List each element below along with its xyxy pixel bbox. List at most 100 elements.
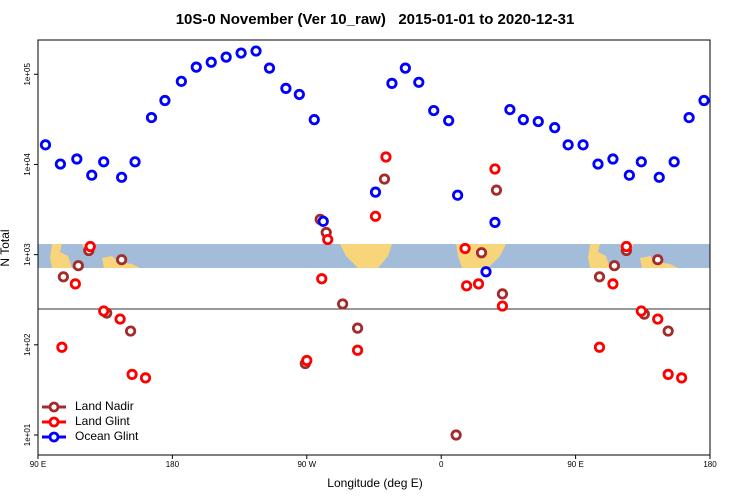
point	[98, 156, 110, 168]
point	[351, 322, 364, 334]
point	[235, 47, 247, 59]
point	[620, 240, 632, 253]
point	[496, 288, 509, 300]
point	[480, 266, 492, 278]
point	[57, 271, 69, 283]
x-tick-label: 180	[703, 460, 717, 469]
point	[317, 215, 329, 227]
y-tick-label: 1e+02	[23, 333, 32, 356]
point	[635, 156, 647, 168]
point	[504, 103, 516, 116]
point	[129, 156, 141, 168]
plot-frame	[37, 39, 711, 456]
point	[72, 260, 84, 272]
point	[124, 325, 137, 337]
point	[489, 216, 501, 228]
chart-title: 10S-0 November (Ver 10_raw) 2015-01-01 t…	[176, 11, 575, 28]
point	[250, 45, 262, 57]
point	[114, 313, 126, 325]
y-tick-label: 1e+04	[23, 153, 32, 176]
point	[369, 186, 382, 198]
point	[668, 156, 680, 168]
point	[71, 153, 83, 165]
point	[116, 254, 128, 266]
point	[593, 341, 606, 353]
point	[159, 94, 171, 107]
point	[459, 242, 471, 255]
x-tick-label: 90 W	[297, 460, 316, 469]
point	[301, 354, 313, 367]
point	[698, 94, 710, 107]
point	[293, 88, 305, 101]
x-tick-label: 0	[439, 460, 444, 469]
point	[86, 169, 98, 181]
point	[517, 114, 529, 126]
point	[378, 173, 391, 185]
point	[607, 278, 619, 290]
point	[316, 273, 328, 285]
point	[623, 169, 635, 181]
point	[56, 341, 68, 353]
legend-marker	[48, 401, 60, 413]
point	[592, 158, 604, 170]
point	[308, 114, 320, 126]
y-tick-label: 1e+03	[23, 243, 32, 266]
point	[351, 344, 364, 356]
point	[562, 139, 574, 151]
point	[676, 372, 688, 384]
point	[399, 62, 411, 74]
point	[263, 62, 276, 74]
point	[683, 111, 695, 124]
point	[460, 280, 473, 292]
point	[496, 300, 509, 312]
point	[145, 111, 158, 124]
point	[608, 260, 621, 272]
x-tick-label: 90 E	[567, 460, 583, 469]
y-axis-label: N Total	[0, 229, 12, 266]
point	[369, 210, 382, 222]
point	[220, 51, 232, 63]
point	[380, 151, 392, 163]
point	[190, 61, 202, 73]
y-tick-label: 1e+01	[23, 423, 32, 446]
point	[322, 233, 334, 246]
point	[662, 368, 674, 380]
legend-marker	[48, 416, 60, 428]
point	[98, 305, 110, 317]
y-tick-label: 1e+05	[23, 63, 32, 86]
point	[452, 189, 464, 201]
x-tick-label: 90 E	[30, 460, 46, 469]
point	[126, 368, 138, 380]
point	[428, 104, 440, 117]
point	[39, 139, 52, 151]
point	[549, 122, 561, 134]
point	[69, 278, 81, 290]
legend-label: Land Nadir	[75, 399, 134, 413]
point	[386, 77, 398, 89]
point	[652, 254, 664, 266]
point	[84, 240, 96, 253]
point	[490, 184, 503, 196]
point	[139, 372, 152, 384]
point	[652, 313, 664, 325]
point	[635, 305, 647, 317]
point	[450, 429, 462, 441]
point	[653, 171, 665, 183]
point	[607, 153, 619, 165]
point	[205, 56, 217, 68]
point	[532, 115, 544, 128]
point	[54, 158, 67, 170]
x-axis-label: Longitude (deg E)	[327, 476, 422, 490]
point	[280, 82, 292, 94]
legend-marker	[48, 431, 60, 443]
point	[475, 247, 488, 259]
point	[577, 139, 589, 151]
point	[443, 115, 455, 127]
legend-label: Ocean Glint	[75, 429, 139, 443]
point	[116, 171, 128, 183]
point	[472, 278, 485, 290]
point	[593, 271, 606, 283]
point	[175, 75, 187, 87]
legend-label: Land Glint	[75, 414, 130, 428]
